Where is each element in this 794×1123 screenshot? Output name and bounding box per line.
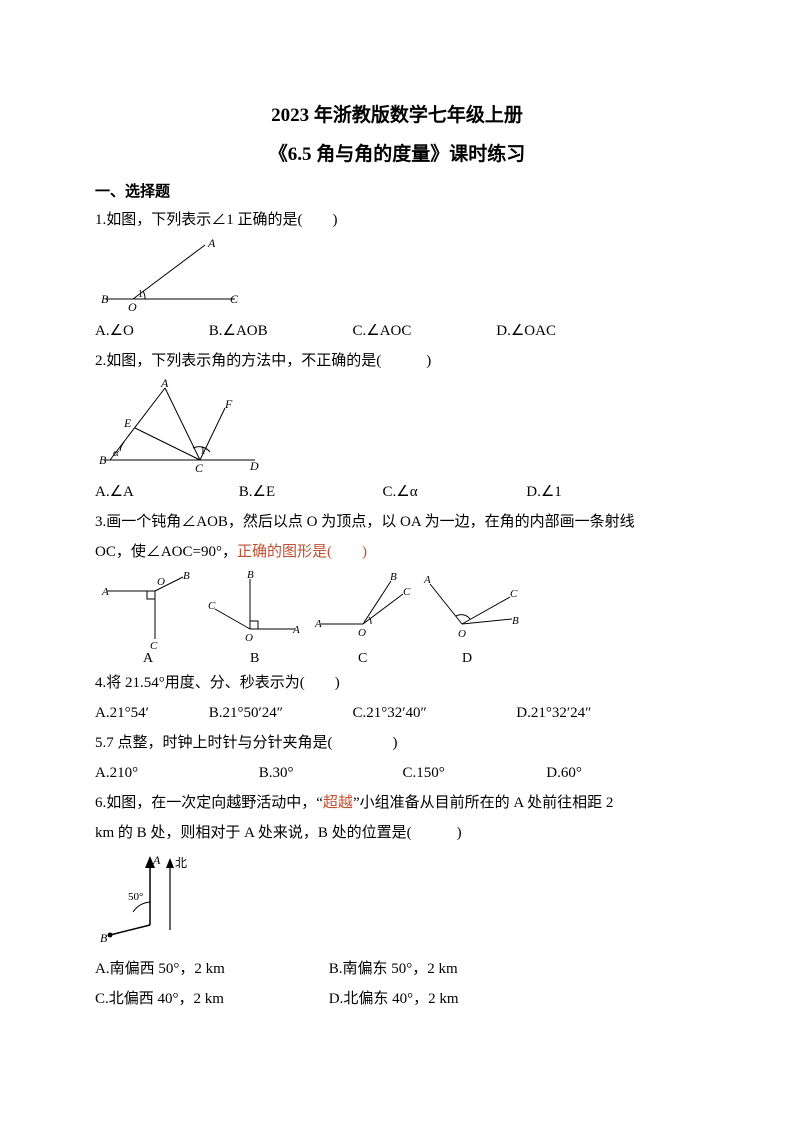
q1-text: 1.如图，下列表示∠1 正确的是( ) bbox=[95, 205, 699, 235]
q6-optD: D.北偏东 40°，2 km bbox=[329, 984, 459, 1014]
q2-optB: B.∠E bbox=[239, 477, 379, 507]
q3a-O: O bbox=[157, 576, 165, 588]
q6-figure: A B 北 50° bbox=[95, 850, 699, 950]
q3-line2a: OC，使∠AOC=90°， bbox=[95, 544, 237, 560]
q6-B: B bbox=[100, 931, 108, 945]
q6-highlight: 超越 bbox=[323, 795, 353, 811]
q6-line2: km 的 B 处，则相对于 A 处来说，B 处的位置是( ) bbox=[95, 818, 699, 848]
doc-title-1: 2023 年浙教版数学七年级上册 bbox=[95, 100, 699, 127]
q3b-O: O bbox=[245, 632, 253, 644]
q4-options: A.21°54′ B.21°50′24″ C.21°32′40″ D.21°32… bbox=[95, 698, 699, 728]
q6-angle: 50° bbox=[128, 891, 143, 903]
q2-optA: A.∠A bbox=[95, 477, 235, 507]
q4-optD: D.21°32′24″ bbox=[516, 698, 591, 728]
q3d-C: C bbox=[510, 588, 518, 600]
q3a-B: B bbox=[183, 570, 190, 582]
q3c-label: C bbox=[358, 651, 367, 664]
q1-label-1: 1 bbox=[138, 289, 143, 300]
q4-optB: B.21°50′24″ bbox=[209, 698, 349, 728]
q2-D: D bbox=[249, 459, 259, 473]
q2-text: 2.如图，下列表示角的方法中，不正确的是( ) bbox=[95, 346, 699, 376]
section-1-header: 一、选择题 bbox=[95, 180, 699, 201]
q3d-O: O bbox=[458, 628, 466, 640]
q3b-C: C bbox=[208, 600, 216, 612]
q5-optC: C.150° bbox=[403, 758, 543, 788]
q6-optB: B.南偏东 50°，2 km bbox=[329, 954, 458, 984]
q3-line1: 3.画一个钝角∠AOB，然后以点 O 为顶点，以 OA 为一边，在角的内部画一条… bbox=[95, 507, 699, 537]
q1-label-C: C bbox=[230, 292, 239, 306]
q2-options: A.∠A B.∠E C.∠α D.∠1 bbox=[95, 477, 699, 507]
q6-north: 北 bbox=[175, 856, 187, 870]
q3-figure: A O B C A B C O A B bbox=[95, 569, 699, 664]
q6-A: A bbox=[152, 853, 161, 867]
q6-options-row1: A.南偏西 50°，2 km B.南偏东 50°，2 km bbox=[95, 954, 699, 984]
q2-one: 1 bbox=[200, 445, 206, 457]
q2-alpha: α bbox=[113, 447, 119, 459]
q3-highlight: 正确的图形是( ) bbox=[237, 544, 367, 560]
q5-optB: B.30° bbox=[259, 758, 399, 788]
q3b-label: B bbox=[250, 651, 259, 664]
q6-optA: A.南偏西 50°，2 km bbox=[95, 954, 325, 984]
q4-optA: A.21°54′ bbox=[95, 698, 205, 728]
q1-label-B: B bbox=[101, 292, 109, 306]
doc-title-2: 《6.5 角与角的度量》课时练习 bbox=[95, 139, 699, 166]
q1-label-A: A bbox=[207, 237, 216, 250]
q2-C: C bbox=[195, 461, 204, 473]
q2-A: A bbox=[160, 378, 169, 390]
q3c-B: B bbox=[390, 571, 397, 583]
q3c-C: C bbox=[403, 586, 411, 598]
q3b-B: B bbox=[247, 569, 254, 581]
q3a-A: A bbox=[101, 586, 109, 598]
q3-line2: OC，使∠AOC=90°，正确的图形是( ) bbox=[95, 537, 699, 567]
q4-text: 4.将 21.54°用度、分、秒表示为( ) bbox=[95, 668, 699, 698]
q3c-O: O bbox=[358, 627, 366, 639]
q3b-A: A bbox=[292, 624, 300, 636]
q2-optD: D.∠1 bbox=[526, 477, 562, 507]
q1-optB: B.∠AOB bbox=[209, 316, 349, 346]
q5-optD: D.60° bbox=[546, 758, 582, 788]
q2-E: E bbox=[123, 416, 132, 430]
q6-options-row2: C.北偏西 40°，2 km D.北偏东 40°，2 km bbox=[95, 984, 699, 1014]
q1-options: A.∠O B.∠AOB C.∠AOC D.∠OAC bbox=[95, 316, 699, 346]
q2-F: F bbox=[224, 397, 233, 411]
q3d-B: B bbox=[512, 615, 519, 627]
q6-optC: C.北偏西 40°，2 km bbox=[95, 984, 325, 1014]
q5-text: 5.7 点整，时钟上时针与分针夹角是( ) bbox=[95, 728, 699, 758]
q1-optC: C.∠AOC bbox=[353, 316, 493, 346]
q3a-label: A bbox=[143, 651, 154, 664]
q3d-label: D bbox=[462, 651, 472, 664]
q1-optA: A.∠O bbox=[95, 316, 205, 346]
q6-line1c: ”小组准备从目前所在的 A 处前往相距 2 bbox=[353, 795, 613, 811]
q3d-A: A bbox=[423, 574, 431, 586]
q1-optD: D.∠OAC bbox=[496, 316, 556, 346]
q2-figure: A B C D E F α 1 bbox=[95, 378, 699, 473]
q6-line1: 6.如图，在一次定向越野活动中，“超越”小组准备从目前所在的 A 处前往相距 2 bbox=[95, 788, 699, 818]
q5-options: A.210° B.30° C.150° D.60° bbox=[95, 758, 699, 788]
q1-figure: A B C O 1 bbox=[95, 237, 699, 312]
q1-label-O: O bbox=[128, 300, 137, 312]
worksheet-page: 2023 年浙教版数学七年级上册 《6.5 角与角的度量》课时练习 一、选择题 … bbox=[0, 0, 794, 1064]
q4-optC: C.21°32′40″ bbox=[353, 698, 513, 728]
q5-optA: A.210° bbox=[95, 758, 255, 788]
q2-B: B bbox=[99, 453, 107, 467]
q6-line1a: 6.如图，在一次定向越野活动中，“ bbox=[95, 795, 323, 811]
q3c-A: A bbox=[314, 618, 322, 630]
q2-optC: C.∠α bbox=[383, 477, 523, 507]
